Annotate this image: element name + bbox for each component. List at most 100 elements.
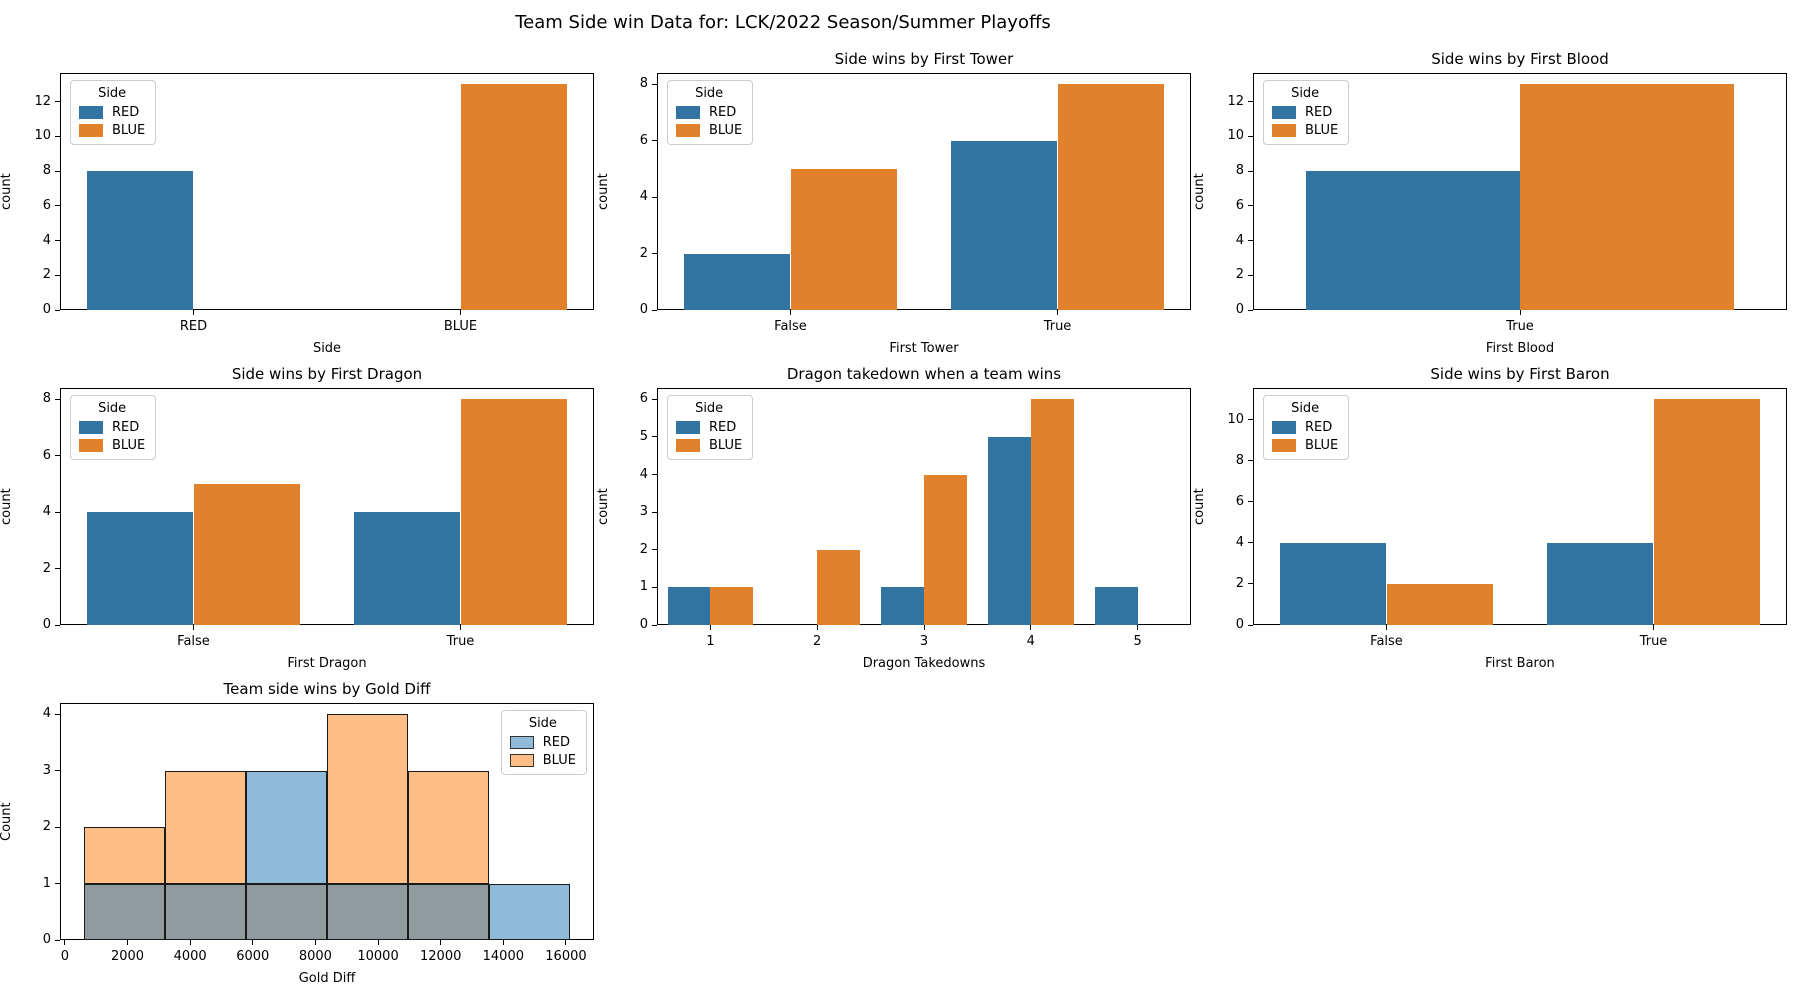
legend-title: Side [98,401,127,416]
legend-entry-label: RED [1305,105,1333,120]
y-tick-mark [55,568,60,570]
legend-entry: BLUE [509,753,576,768]
x-tick-mark [1030,625,1032,630]
hist-bar-blue [407,770,489,884]
x-tick-label: 4 [1026,634,1035,649]
legend-title: Side [528,716,557,731]
y-tick-label: 4 [639,466,648,482]
figure-title: Team Side win Data for: LCK/2022 Season/… [515,12,1051,33]
legend-title: Side [695,401,724,416]
bar-BLUE [1520,84,1734,310]
x-tick-label: 1 [706,634,715,649]
y-tick-mark [55,883,60,885]
legend-swatch-red [1272,421,1296,434]
y-tick-mark [55,205,60,207]
y-tick-mark [1248,205,1253,207]
y-tick-label: 8 [1235,452,1244,468]
y-tick-label: 8 [1235,163,1244,179]
x-tick-label: 4000 [173,949,207,964]
legend-swatch-blue [1272,439,1296,452]
y-tick-label: 1 [42,875,51,891]
legend: Side RED BLUE [70,80,157,145]
x-tick-mark [1653,625,1654,630]
subplot-title: Side wins by First Baron [1430,365,1610,383]
y-tick-mark [652,549,657,551]
x-tick-label: 10000 [357,949,399,964]
y-tick-label: 6 [1235,493,1244,509]
legend-swatch-red [676,421,700,434]
y-tick-mark [55,398,60,400]
legend-entry-label: RED [709,420,737,435]
y-tick-label: 0 [42,617,51,632]
legend-swatch-red [79,421,103,434]
y-tick-mark [652,196,657,198]
legend-swatch-blue [79,439,103,452]
x-tick-mark [790,310,791,315]
y-axis-label: count [1192,488,1207,525]
hist-bar-overlap [84,883,166,940]
legend-swatch-red [676,106,700,119]
y-tick-mark [55,170,60,172]
y-tick-label: 2 [42,560,51,576]
bar-BLUE [1030,399,1074,625]
y-tick-label: 4 [1235,534,1244,550]
x-tick-label: RED [179,319,208,334]
legend-entry-label: RED [542,735,571,750]
y-tick-label: 6 [639,391,648,407]
legend-entry-label: RED [112,105,140,120]
y-tick-label: 0 [42,302,51,317]
y-tick-label: 8 [639,76,648,92]
x-axis-label: First Baron [1485,656,1555,671]
x-axis-label: Dragon Takedowns [862,656,986,671]
legend-entry-label: RED [1305,420,1333,435]
legend-entry-label: BLUE [112,438,146,453]
bar-RED [1306,171,1520,310]
x-tick-mark [709,625,711,630]
legend-entry: RED [676,420,742,435]
x-axis-label: First Blood [1485,341,1555,356]
legend-title: Side [695,86,724,101]
legend: Side RED BLUE [667,395,754,460]
x-axis-label: First Dragon [287,656,367,671]
y-tick-mark [652,436,657,438]
bar-RED [1546,542,1654,625]
x-tick-mark [1386,625,1387,630]
hist-bar-blue [327,714,408,884]
bar-BLUE [817,549,860,625]
legend-entry-label: RED [709,105,737,120]
y-tick-label: 6 [42,197,51,213]
legend-title: Side [1291,401,1320,416]
y-tick-mark [652,586,657,588]
x-tick-label: 16000 [545,949,587,964]
y-tick-mark [55,309,60,311]
y-tick-label: 2 [639,245,648,261]
y-tick-label: 3 [42,762,51,778]
hist-bar-red [488,883,570,940]
bar-BLUE [460,399,568,625]
legend: Side RED BLUE [1263,395,1350,460]
y-tick-mark [1248,419,1253,421]
x-tick-mark [252,940,254,945]
hist-bar-overlap [246,883,327,940]
x-tick-mark [1519,310,1521,315]
subplot-title: Side wins by First Dragon [231,365,423,383]
y-tick-label: 2 [1235,575,1244,591]
y-tick-mark [55,939,60,941]
x-tick-mark [1057,310,1058,315]
x-tick-label: 12000 [420,949,462,964]
legend-entry: RED [1272,105,1338,120]
subplot-title: Side wins by First Blood [1431,50,1609,68]
hist-bar-overlap [327,883,408,940]
x-axis-label: Side [312,341,342,356]
x-tick-label: 3 [919,634,929,649]
y-tick-mark [55,101,60,103]
legend-swatch-blue [676,439,700,452]
bar-BLUE [1653,399,1761,625]
x-tick-mark [377,940,379,945]
hist-bar-overlap [165,883,247,940]
legend-entry: BLUE [676,123,742,138]
legend-entry-label: BLUE [112,123,146,138]
y-tick-label: 10 [34,128,51,144]
y-tick-label: 2 [42,267,51,283]
bar-BLUE [460,84,568,310]
